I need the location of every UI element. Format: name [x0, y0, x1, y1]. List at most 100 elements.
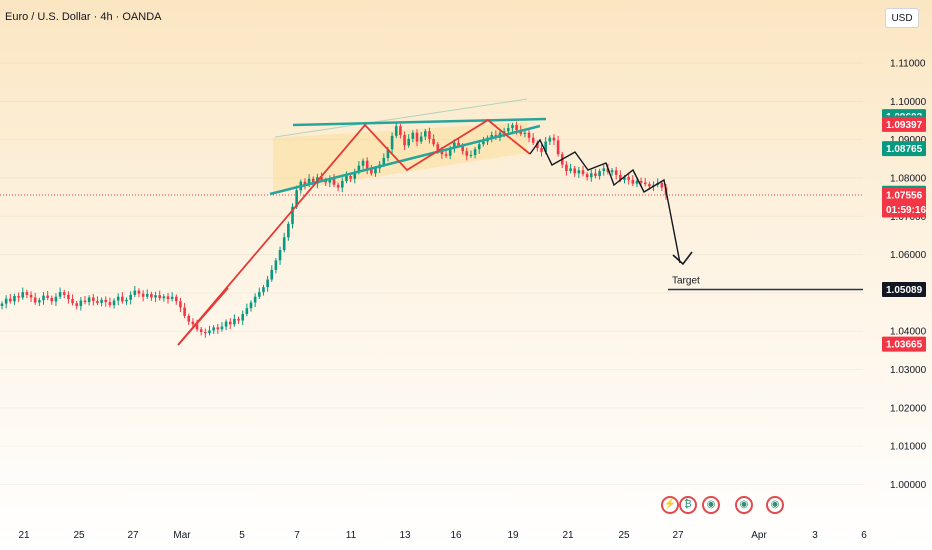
candle-body [353, 172, 357, 179]
candle-body [643, 182, 647, 185]
candle-body [432, 138, 435, 145]
candle-body [631, 179, 635, 184]
candle-body [507, 128, 510, 132]
price-badge [882, 281, 926, 297]
candle-body [648, 184, 651, 187]
candle-body [170, 296, 174, 300]
candle-body [357, 165, 361, 173]
x-tick-label: 3 [812, 530, 818, 541]
x-tick-label: Mar [173, 530, 191, 541]
currency-button[interactable]: USD [885, 8, 919, 28]
candle-body [403, 135, 406, 146]
candle-body [602, 168, 606, 172]
candle-body [141, 293, 145, 297]
candle-body [394, 126, 398, 136]
candle-body [477, 144, 481, 150]
candle-body [33, 297, 37, 303]
event-icon[interactable]: ⚡ [661, 496, 679, 514]
candle-body [71, 299, 74, 304]
candle-body [295, 190, 298, 207]
candle-body [536, 142, 539, 149]
candle-body [150, 294, 153, 298]
candle-body [75, 303, 78, 306]
candle-body [25, 292, 29, 295]
candle-body [606, 168, 610, 173]
candle-body [419, 136, 423, 142]
price-badge [882, 116, 926, 132]
candle-body [183, 307, 186, 316]
candle-body [216, 327, 220, 330]
candle-body [424, 131, 427, 137]
candle-body [54, 296, 58, 302]
y-tick-label: 1.02000 [890, 403, 927, 414]
candle-body [332, 178, 336, 185]
candle-body [482, 141, 485, 145]
event-icon[interactable]: ◉ [735, 496, 753, 514]
candle-body [137, 290, 141, 294]
candle-body [610, 170, 614, 173]
candle-body [121, 296, 124, 302]
x-tick-label: 27 [672, 530, 684, 541]
candle-body [328, 178, 332, 183]
event-icon[interactable]: ₿ [679, 496, 697, 514]
candle-body [42, 295, 45, 301]
candle-body [581, 170, 585, 175]
candle-body [415, 132, 419, 142]
candle-body [195, 324, 199, 330]
candle-body [116, 296, 120, 301]
candle-body [104, 299, 108, 303]
event-icon[interactable]: ◉ [766, 496, 784, 514]
price-badge [882, 336, 926, 352]
y-tick-label: 1.09000 [890, 135, 927, 146]
candle-body [502, 131, 506, 133]
x-tick-label: 6 [861, 530, 867, 541]
candle-body [544, 141, 547, 152]
candle-body [262, 287, 265, 293]
price-badge-label: 1.07556 [886, 190, 923, 201]
y-tick-label: 1.01000 [890, 442, 927, 453]
candle-body [237, 318, 240, 321]
candle-body [473, 149, 477, 155]
candle-body [320, 177, 323, 180]
candle-body [29, 294, 33, 298]
candle-body [270, 269, 274, 280]
target-label: Target [672, 275, 700, 286]
candle-body [453, 142, 456, 149]
candle-body [444, 154, 448, 156]
candle-body [440, 150, 444, 155]
y-tick-label: 1.04000 [890, 327, 927, 338]
candle-body [108, 302, 112, 306]
candle-body [199, 329, 203, 332]
candle-body [457, 142, 460, 146]
candle-body [531, 137, 535, 143]
candle-body [540, 148, 543, 152]
x-tick-label: 19 [507, 530, 519, 541]
candle-body [336, 184, 340, 188]
candle-body [224, 321, 228, 327]
candle-body [511, 125, 514, 129]
candle-body [614, 170, 618, 175]
candle-body [341, 181, 344, 188]
event-icon[interactable]: ◉ [702, 496, 720, 514]
candle-body [465, 151, 469, 156]
candle-body [278, 249, 282, 261]
candle-body [399, 126, 402, 136]
candle-body [635, 181, 639, 184]
time-axis: 21 25 27 Mar 5 7 11 13 16 19 21 25 27 Apr 3 6 [18, 530, 867, 541]
candle-body [9, 298, 12, 302]
candle-body [365, 160, 369, 170]
candle-body [125, 299, 128, 302]
y-tick-label: 1.03000 [890, 365, 927, 376]
candle-body [162, 296, 166, 299]
x-tick-label: 13 [399, 530, 411, 541]
candle-body [274, 260, 278, 270]
candle-body [390, 135, 394, 150]
candle-body [191, 321, 195, 325]
candle-body [175, 296, 178, 302]
candle-body [490, 135, 493, 138]
x-tick-label: 27 [127, 530, 139, 541]
candle-body [594, 173, 597, 177]
candle-body [158, 295, 161, 299]
